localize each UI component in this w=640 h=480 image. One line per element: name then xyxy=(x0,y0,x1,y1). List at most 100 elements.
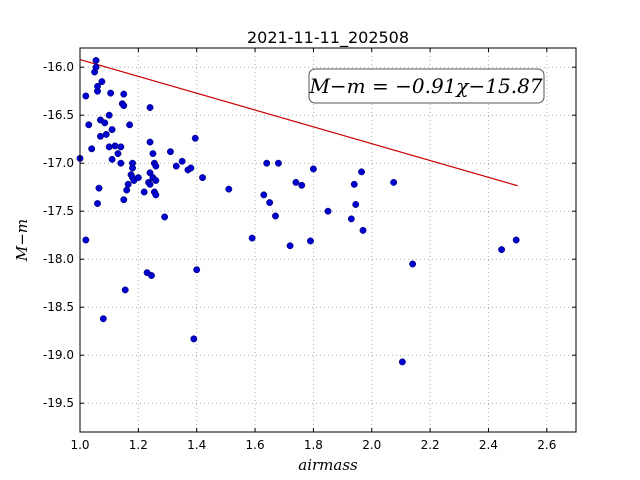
data-point xyxy=(292,178,300,186)
data-point xyxy=(107,89,115,97)
data-point xyxy=(82,92,90,100)
data-point xyxy=(178,157,186,165)
data-point xyxy=(149,150,157,158)
y-tick-label: -18.0 xyxy=(43,252,74,266)
data-point xyxy=(99,315,107,323)
data-point xyxy=(191,134,199,142)
x-tick-label: 1.0 xyxy=(70,438,89,452)
data-point xyxy=(152,162,160,170)
data-point xyxy=(390,178,398,186)
data-point xyxy=(398,358,406,366)
data-point xyxy=(96,132,104,140)
data-point xyxy=(286,242,294,250)
data-point xyxy=(193,266,201,274)
data-point xyxy=(117,159,125,167)
data-point xyxy=(409,260,417,268)
data-point xyxy=(350,180,358,188)
data-point xyxy=(358,168,366,176)
data-point xyxy=(121,286,129,294)
data-points xyxy=(76,57,520,366)
data-point xyxy=(88,145,96,153)
data-point xyxy=(105,111,113,119)
data-point xyxy=(85,121,93,129)
data-point xyxy=(92,57,100,64)
data-point xyxy=(272,212,279,220)
y-axis-ticks: -16.0 -16.5 -17.0 -17.5 -18.0 -18.5 -19.0 -19.5 xyxy=(43,60,576,410)
data-point xyxy=(324,207,332,215)
data-point xyxy=(498,246,506,254)
x-tick-label: 1.4 xyxy=(187,438,206,452)
data-point xyxy=(101,119,109,127)
data-point xyxy=(98,78,106,86)
x-tick-label: 2.4 xyxy=(479,438,498,452)
data-point xyxy=(352,201,360,208)
equation-box-frame xyxy=(308,68,545,104)
data-point xyxy=(114,150,122,158)
data-point xyxy=(359,226,367,234)
data-point xyxy=(248,234,256,242)
axes-frame xyxy=(79,47,577,433)
data-point xyxy=(347,215,355,223)
data-point xyxy=(298,181,306,189)
x-tick-label: 2.0 xyxy=(362,438,381,452)
data-point xyxy=(263,159,271,167)
data-point xyxy=(124,180,132,188)
data-point xyxy=(108,155,116,163)
data-point xyxy=(82,236,90,244)
data-point xyxy=(266,199,274,207)
data-point xyxy=(126,121,134,129)
data-point xyxy=(129,164,136,172)
data-point xyxy=(92,63,100,71)
data-point xyxy=(94,200,101,207)
x-axis-label: airmass xyxy=(298,456,358,474)
y-tick-label: -16.5 xyxy=(43,108,74,122)
x-tick-label: 1.6 xyxy=(246,438,265,452)
data-point xyxy=(117,143,125,151)
data-point xyxy=(95,184,103,192)
y-tick-label: -16.0 xyxy=(43,60,74,74)
data-point xyxy=(152,191,160,199)
data-point xyxy=(190,335,198,343)
chart-title: 2021-11-11_202508 xyxy=(247,28,409,48)
data-point xyxy=(120,102,128,110)
y-tick-label: -18.5 xyxy=(43,300,74,314)
data-point xyxy=(123,186,131,194)
data-point xyxy=(187,164,195,172)
data-point xyxy=(260,191,268,199)
data-point xyxy=(152,177,160,184)
y-tick-label: -17.0 xyxy=(43,156,74,170)
data-point xyxy=(172,162,180,170)
fit-line-group xyxy=(79,58,518,187)
data-point xyxy=(146,104,154,111)
data-point xyxy=(146,180,154,188)
data-point xyxy=(199,174,206,182)
data-point xyxy=(105,143,113,151)
data-point xyxy=(94,87,101,95)
y-tick-label: -19.5 xyxy=(43,396,74,410)
data-point xyxy=(274,159,282,167)
data-point xyxy=(120,196,128,204)
data-point xyxy=(146,138,154,146)
data-point xyxy=(108,126,116,134)
data-point xyxy=(225,185,233,193)
data-point xyxy=(512,236,520,244)
data-point xyxy=(148,272,155,279)
x-axis-ticks: 1.0 1.2 1.4 1.6 1.8 2.0 2.2 2.4 2.6 xyxy=(70,48,556,452)
data-point xyxy=(134,174,142,182)
x-tick-label: 1.8 xyxy=(304,438,323,452)
y-tick-label: -19.0 xyxy=(43,348,74,362)
x-tick-label: 1.2 xyxy=(129,438,148,452)
y-axis-label: M−m xyxy=(13,219,31,262)
data-point xyxy=(161,213,169,221)
data-point xyxy=(307,237,314,245)
data-point xyxy=(140,188,148,196)
x-tick-label: 2.2 xyxy=(421,438,440,452)
data-point xyxy=(309,165,317,173)
equation-box: M−m = −0.91χ−15.87 xyxy=(308,68,545,104)
data-point xyxy=(120,90,128,98)
data-point xyxy=(102,130,110,138)
x-tick-label: 2.6 xyxy=(537,438,556,452)
fit-equation: M−m = −0.91χ−15.87 xyxy=(308,74,542,98)
data-point xyxy=(166,148,174,156)
